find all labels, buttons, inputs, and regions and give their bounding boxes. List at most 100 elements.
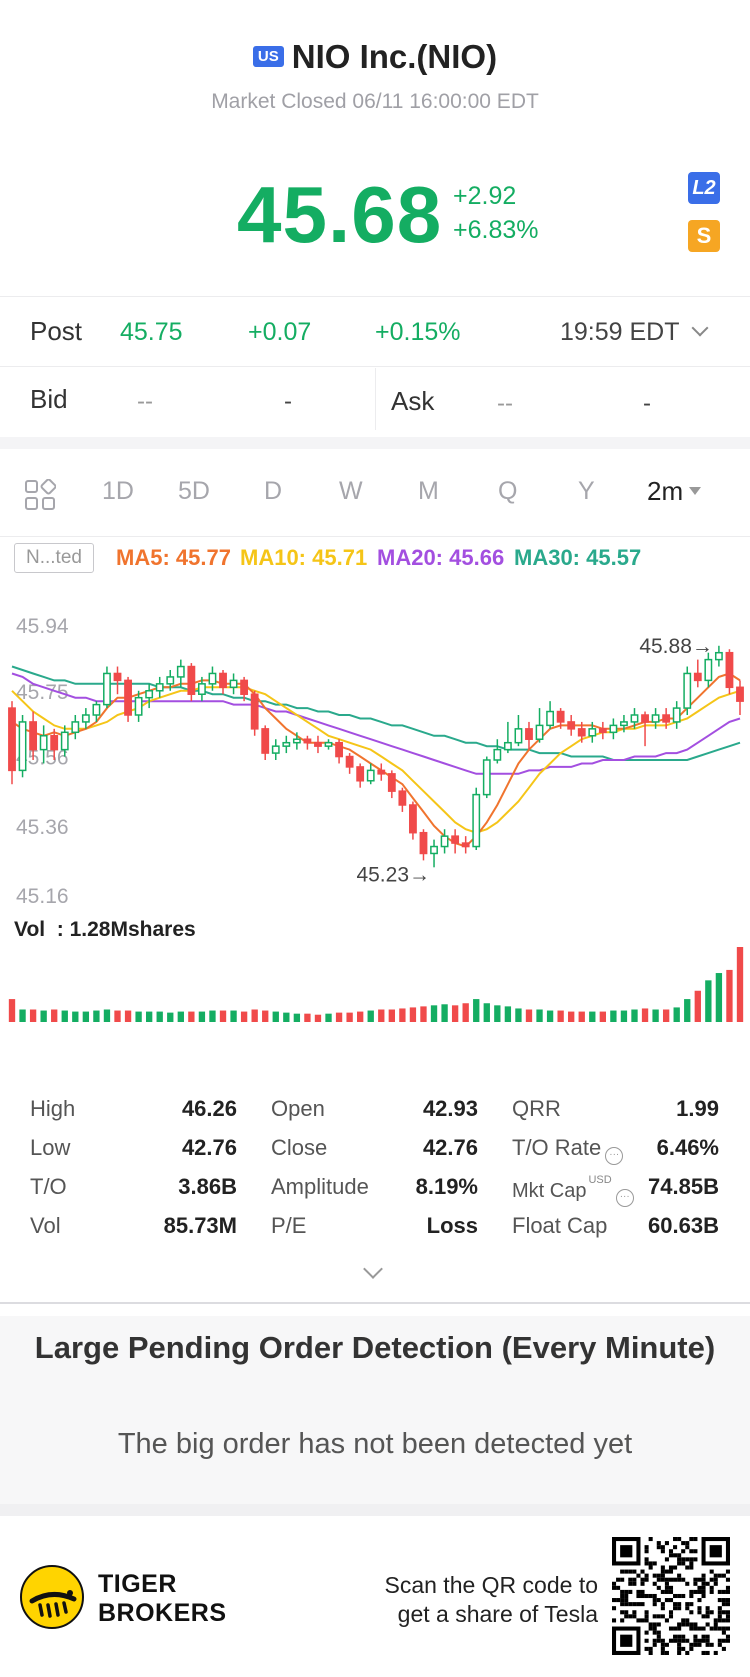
dollar-icon[interactable]: S — [688, 220, 720, 252]
tab-2m-dropdown[interactable]: 2m — [647, 476, 702, 507]
section-gap — [0, 1504, 750, 1516]
candle-up — [166, 676, 175, 685]
divider — [0, 536, 750, 537]
pending-title: Large Pending Order Detection (Every Min… — [34, 1330, 716, 1365]
candle-down — [662, 714, 671, 723]
volume-bar — [177, 1011, 184, 1022]
bid-price: -- — [137, 388, 153, 415]
candle-up — [282, 741, 291, 747]
tab-d[interactable]: D — [264, 477, 283, 505]
volume-bar — [652, 1009, 659, 1022]
post-time-dropdown[interactable]: 19:59 EDT — [560, 318, 709, 347]
ma5-label: MA5: 45.77 — [116, 545, 231, 570]
stat-value: 46.26 — [181, 1096, 237, 1121]
volume-bar — [451, 1005, 459, 1022]
volume-bar — [462, 1003, 469, 1022]
tab-w[interactable]: W — [339, 477, 363, 505]
stat-label: Close — [271, 1135, 328, 1160]
volume-bar — [726, 969, 733, 1022]
volume-bar — [578, 1011, 585, 1022]
volume-bar — [8, 999, 16, 1022]
candle-up — [81, 714, 90, 723]
stat-label: Amplitude — [271, 1174, 369, 1199]
candle-down — [314, 741, 322, 747]
candle-down — [577, 728, 586, 737]
candle-down — [124, 679, 132, 716]
y-tick-label: 45.75 — [16, 681, 69, 704]
volume-bar — [325, 1013, 332, 1022]
volume-bar — [82, 1011, 90, 1022]
bid-label: Bid — [30, 384, 68, 414]
brand-line-2: BROKERS — [98, 1599, 227, 1627]
candle-down — [461, 842, 470, 848]
candle-down — [409, 804, 417, 834]
volume-bar — [103, 1009, 111, 1022]
info-icon[interactable]: ··· — [605, 1147, 624, 1165]
caret-down-icon — [689, 487, 702, 495]
currency-superscript: USD — [588, 1174, 612, 1186]
volume-bar — [409, 1007, 417, 1022]
volume-bar — [29, 1009, 37, 1022]
stat-label: Float Cap — [512, 1213, 608, 1238]
ask-label: Ask — [391, 386, 435, 416]
candle-down — [8, 707, 16, 772]
info-icon[interactable]: ··· — [615, 1189, 634, 1207]
candle-up — [651, 714, 660, 723]
price-change: +2.92 — [453, 182, 517, 210]
stat-label: QRR — [512, 1096, 561, 1121]
candlestick-chart[interactable]: 45.94 45.75 45.56 45.36 45.16 45.88→ 45.23→ — [0, 600, 750, 1030]
tab-m[interactable]: M — [418, 477, 439, 505]
stat-label: T/O Rate ··· — [512, 1135, 624, 1165]
volume-bar — [51, 1009, 58, 1022]
candle-down — [29, 721, 38, 751]
stat-value: 60.63B — [648, 1213, 719, 1238]
candle-up — [197, 683, 206, 695]
volume-bar — [93, 1010, 100, 1022]
market-status: Market Closed 06/11 16:00:00 EDT — [211, 90, 539, 113]
expand-chevron-icon[interactable] — [363, 1259, 383, 1279]
candle-up — [229, 679, 238, 689]
volume-bar — [251, 1009, 258, 1022]
post-label: Post — [30, 316, 83, 346]
candle-up — [208, 672, 217, 685]
stat-label: Vol — [30, 1213, 61, 1238]
candle-up — [145, 690, 154, 699]
candle-up — [176, 665, 185, 678]
volume-bar — [483, 1003, 490, 1022]
stat-value: 42.93 — [422, 1096, 478, 1121]
layout-grid-icon[interactable] — [24, 478, 57, 511]
y-tick-label: 45.36 — [16, 816, 69, 839]
scan-line-1: Scan the QR code to — [384, 1572, 598, 1598]
ma5-line — [11, 672, 741, 848]
candle-up — [39, 735, 48, 751]
candle-up — [440, 835, 449, 848]
candle-up — [472, 793, 481, 848]
volume-bar — [494, 1005, 501, 1022]
volume-bar — [230, 1010, 237, 1022]
candle-down — [725, 651, 734, 689]
volume-bar — [72, 1011, 79, 1022]
candle-down — [387, 773, 396, 792]
level2-icon[interactable]: L2 — [688, 172, 720, 204]
volume-bar — [420, 1006, 427, 1022]
volume-bar — [568, 1011, 575, 1022]
tab-y[interactable]: Y — [578, 477, 595, 505]
high-marker-label: 45.88→ — [639, 635, 713, 658]
volume-bar — [473, 999, 480, 1022]
tab-q[interactable]: Q — [498, 477, 518, 505]
candle-down — [356, 766, 365, 782]
stat-label: P/E — [271, 1213, 307, 1238]
tab-1d[interactable]: 1D — [102, 477, 134, 505]
scan-line-2: get a share of Tesla — [397, 1601, 598, 1627]
volume-bar — [546, 1010, 554, 1022]
price-change-pct: +6.83% — [453, 216, 539, 244]
candle-up — [714, 651, 723, 661]
tab-5d[interactable]: 5D — [178, 477, 210, 505]
volume-bar — [145, 1011, 153, 1022]
candle-down — [303, 738, 312, 744]
brand-name: TIGER BROKERS — [98, 1570, 227, 1628]
indicator-mode-button[interactable]: N...ted — [14, 543, 94, 573]
last-price: 45.68 — [237, 170, 443, 259]
candle-down — [525, 728, 533, 740]
candle-up — [292, 738, 301, 744]
